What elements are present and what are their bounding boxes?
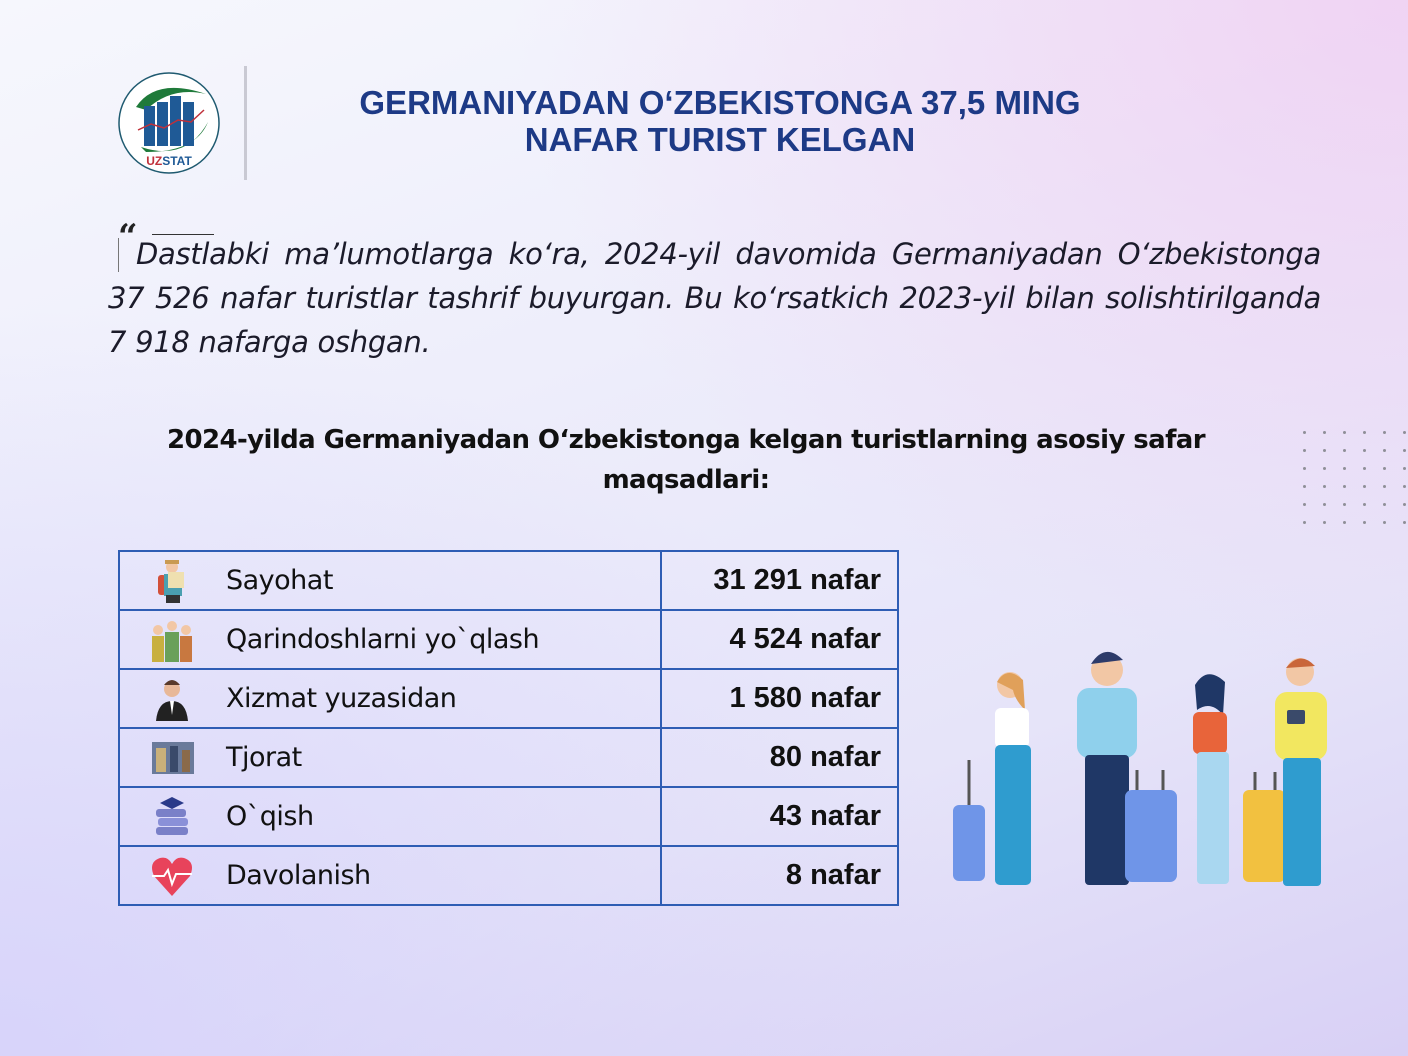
purpose-label: Sayohat <box>226 565 333 596</box>
purpose-label: Tjorat <box>226 742 302 773</box>
businessman-icon <box>156 680 188 721</box>
dot <box>1323 449 1326 452</box>
dot <box>1323 431 1326 434</box>
dot <box>1303 485 1306 488</box>
dot <box>1363 503 1366 506</box>
count-value: 31 291 nafar <box>660 550 899 611</box>
count-value: 1 580 nafar <box>660 668 899 729</box>
dot <box>1303 431 1306 434</box>
table-row: O`qish 43 nafar <box>118 786 899 847</box>
dot <box>1383 521 1386 524</box>
tourist-icon <box>158 560 184 603</box>
divider <box>244 66 247 180</box>
dot <box>1383 503 1386 506</box>
quote-bar <box>118 238 119 272</box>
purpose-cell: Sayohat <box>118 550 662 611</box>
dot <box>1323 485 1326 488</box>
dot <box>1363 449 1366 452</box>
table-row: Xizmat yuzasidan 1 580 nafar <box>118 668 899 729</box>
dot <box>1343 467 1346 470</box>
count-value: 4 524 nafar <box>660 609 899 670</box>
books-icon <box>156 797 188 835</box>
purpose-table: Sayohat 31 291 nafar Qarindoshlarni yo`qla… <box>118 550 899 906</box>
purpose-label: Davolanish <box>226 860 371 891</box>
purpose-label: Xizmat yuzasidan <box>226 683 457 714</box>
dot <box>1403 521 1406 524</box>
quote-text: Dastlabki ma’lumotlarga ko‘ra, 2024-yil … <box>108 237 1321 359</box>
dot <box>1403 431 1406 434</box>
dot <box>1323 521 1326 524</box>
quote-paragraph: Dastlabki ma’lumotlarga ko‘ra, 2024-yil … <box>108 232 1321 364</box>
table-heading: 2024-yilda Germaniyadan O‘zbekistonga ke… <box>167 425 1206 495</box>
dot <box>1383 431 1386 434</box>
dot <box>1343 431 1346 434</box>
quote-mark-icon: “ <box>118 217 138 257</box>
dot <box>1303 503 1306 506</box>
uzstat-logo: UZSTAT <box>118 72 220 174</box>
trade-icon <box>152 742 194 774</box>
dot <box>1403 503 1406 506</box>
count-value: 8 nafar <box>660 845 899 906</box>
count-value: 43 nafar <box>660 786 899 847</box>
dot <box>1303 521 1306 524</box>
dot <box>1323 503 1326 506</box>
dot <box>1343 485 1346 488</box>
purpose-label: Qarindoshlarni yo`qlash <box>226 624 540 655</box>
table-row: Qarindoshlarni yo`qlash 4 524 nafar <box>118 609 899 670</box>
dot <box>1383 467 1386 470</box>
dot <box>1323 467 1326 470</box>
purpose-label: O`qish <box>226 801 314 832</box>
table-row: Davolanish 8 nafar <box>118 845 899 906</box>
count-value: 80 nafar <box>660 727 899 788</box>
table-row: Sayohat 31 291 nafar <box>118 550 899 611</box>
dot <box>1363 485 1366 488</box>
dot <box>1403 449 1406 452</box>
purpose-cell: Davolanish <box>118 845 662 906</box>
dot <box>1383 485 1386 488</box>
page-title: GERMANIYADAN O‘ZBEKISTONGA 37,5 MING NAF… <box>280 84 1160 158</box>
title-line-1: GERMANIYADAN O‘ZBEKISTONGA 37,5 MING <box>359 84 1081 121</box>
title-line-2: NAFAR TURIST KELGAN <box>524 121 916 158</box>
dot-grid-decoration <box>1303 431 1407 524</box>
dot <box>1343 521 1346 524</box>
dot <box>1403 467 1406 470</box>
quote-rule <box>152 234 214 235</box>
dot <box>1303 467 1306 470</box>
dot <box>1343 449 1346 452</box>
dot <box>1363 467 1366 470</box>
svg-text:UZSTAT: UZSTAT <box>146 154 192 168</box>
purpose-cell: Tjorat <box>118 727 662 788</box>
tourists-illustration <box>953 651 1327 886</box>
heart-pulse-icon <box>152 857 192 896</box>
dot <box>1343 503 1346 506</box>
purpose-cell: Qarindoshlarni yo`qlash <box>118 609 662 670</box>
family-icon <box>152 621 192 662</box>
dot <box>1363 431 1366 434</box>
purpose-cell: O`qish <box>118 786 662 847</box>
dot <box>1383 449 1386 452</box>
table-row: Tjorat 80 nafar <box>118 727 899 788</box>
dot <box>1363 521 1366 524</box>
dot <box>1403 485 1406 488</box>
purpose-cell: Xizmat yuzasidan <box>118 668 662 729</box>
dot <box>1303 449 1306 452</box>
